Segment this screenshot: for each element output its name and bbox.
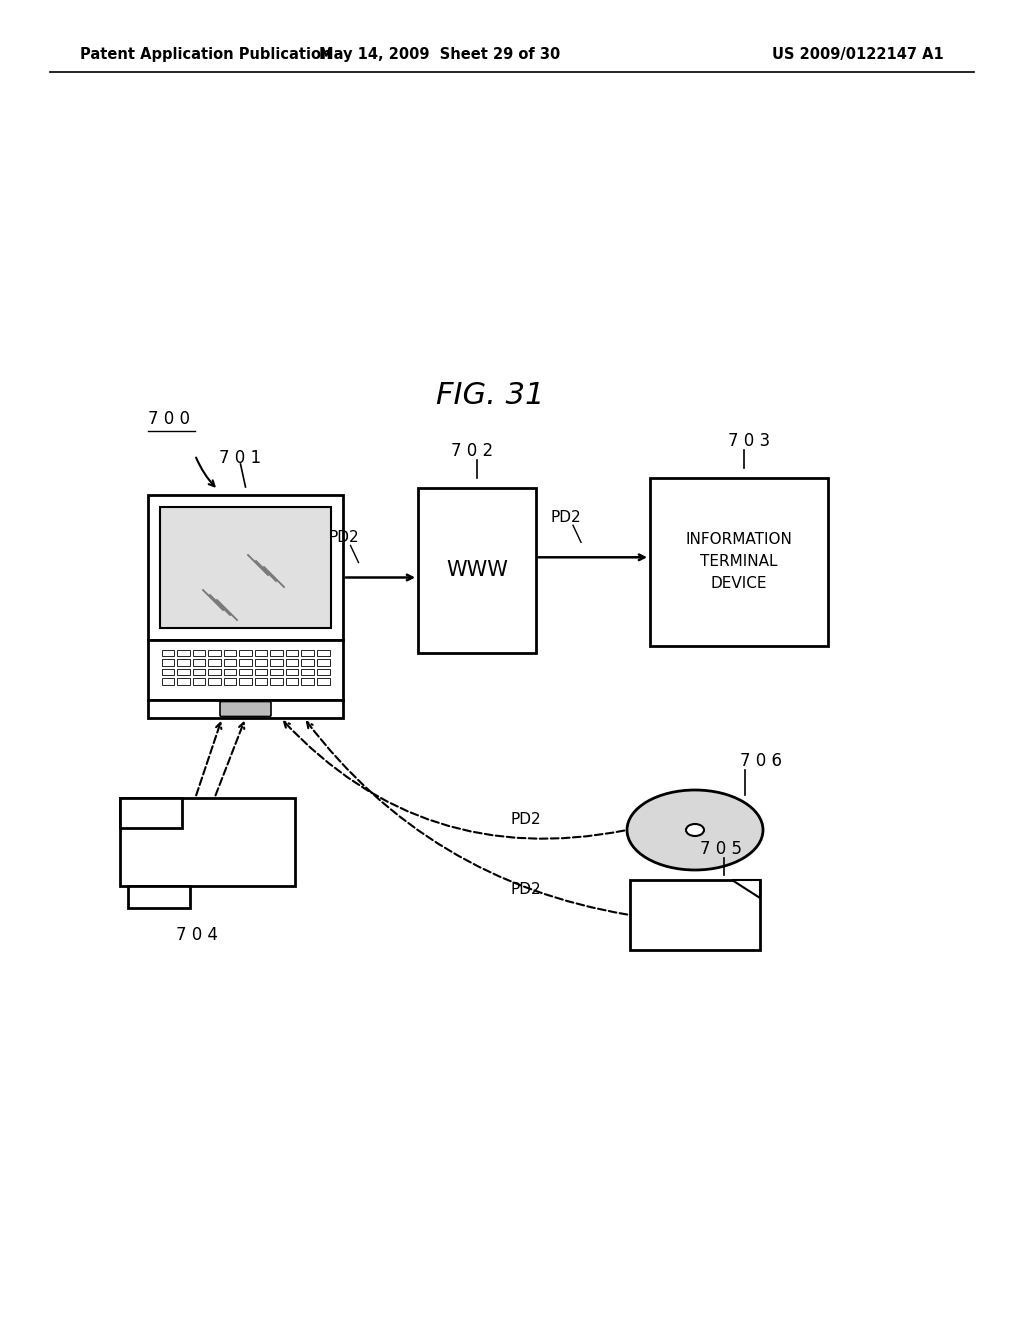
Text: US 2009/0122147 A1: US 2009/0122147 A1 — [772, 48, 944, 62]
Text: PD2: PD2 — [329, 531, 359, 545]
Bar — [120, 799, 295, 886]
Bar — [120, 799, 182, 828]
Bar — [286, 659, 298, 665]
Text: 7 0 1: 7 0 1 — [219, 449, 261, 467]
FancyBboxPatch shape — [220, 701, 271, 717]
Text: 7 0 2: 7 0 2 — [451, 442, 494, 459]
Text: 7 0 6: 7 0 6 — [740, 752, 782, 770]
Bar — [177, 678, 189, 685]
Bar — [255, 678, 267, 685]
Bar — [270, 678, 283, 685]
Text: FIG. 31: FIG. 31 — [436, 380, 544, 409]
Bar — [286, 649, 298, 656]
Text: 7 0 3: 7 0 3 — [728, 432, 770, 450]
Ellipse shape — [686, 824, 705, 836]
Ellipse shape — [627, 789, 763, 870]
Bar — [128, 886, 190, 908]
Bar — [193, 649, 205, 656]
Bar — [148, 495, 343, 640]
Bar — [148, 640, 343, 700]
Bar — [240, 649, 252, 656]
Bar — [208, 659, 221, 665]
Bar — [301, 678, 314, 685]
Bar — [148, 700, 343, 718]
Bar — [301, 649, 314, 656]
Bar — [223, 678, 237, 685]
Bar — [270, 659, 283, 665]
Bar — [177, 649, 189, 656]
Bar — [317, 649, 330, 656]
Bar — [240, 668, 252, 675]
Bar — [193, 678, 205, 685]
Bar — [650, 478, 828, 645]
Text: 7 0 5: 7 0 5 — [700, 840, 742, 858]
Bar — [208, 668, 221, 675]
Bar — [162, 678, 174, 685]
Text: WWW: WWW — [446, 561, 508, 581]
Bar — [301, 659, 314, 665]
Bar — [255, 649, 267, 656]
Bar — [162, 668, 174, 675]
Bar — [630, 880, 760, 950]
Bar — [177, 659, 189, 665]
Text: PD2: PD2 — [510, 883, 541, 898]
Text: INFORMATION: INFORMATION — [685, 532, 793, 548]
Bar — [317, 659, 330, 665]
Bar — [317, 678, 330, 685]
Bar — [286, 678, 298, 685]
Text: 7 0 0: 7 0 0 — [148, 411, 190, 428]
Bar — [208, 649, 221, 656]
Text: PD2: PD2 — [551, 511, 582, 525]
Text: 7 0 4: 7 0 4 — [176, 927, 218, 944]
Bar — [162, 649, 174, 656]
Bar — [208, 678, 221, 685]
Bar — [255, 668, 267, 675]
Text: TERMINAL: TERMINAL — [700, 554, 778, 569]
Bar — [223, 649, 237, 656]
Text: DEVICE: DEVICE — [711, 577, 767, 591]
Bar — [177, 668, 189, 675]
Bar — [317, 668, 330, 675]
Bar — [160, 507, 331, 628]
Polygon shape — [732, 880, 760, 898]
Text: Patent Application Publication: Patent Application Publication — [80, 48, 332, 62]
Bar — [193, 668, 205, 675]
Bar — [240, 678, 252, 685]
Bar — [223, 659, 237, 665]
Bar — [240, 659, 252, 665]
Bar — [162, 659, 174, 665]
Bar — [193, 659, 205, 665]
Bar — [270, 668, 283, 675]
Bar — [286, 668, 298, 675]
Bar — [418, 488, 536, 653]
Bar — [223, 668, 237, 675]
Bar — [301, 668, 314, 675]
Bar — [255, 659, 267, 665]
Bar — [270, 649, 283, 656]
Text: May 14, 2009  Sheet 29 of 30: May 14, 2009 Sheet 29 of 30 — [319, 48, 560, 62]
Text: PD2: PD2 — [510, 813, 541, 828]
